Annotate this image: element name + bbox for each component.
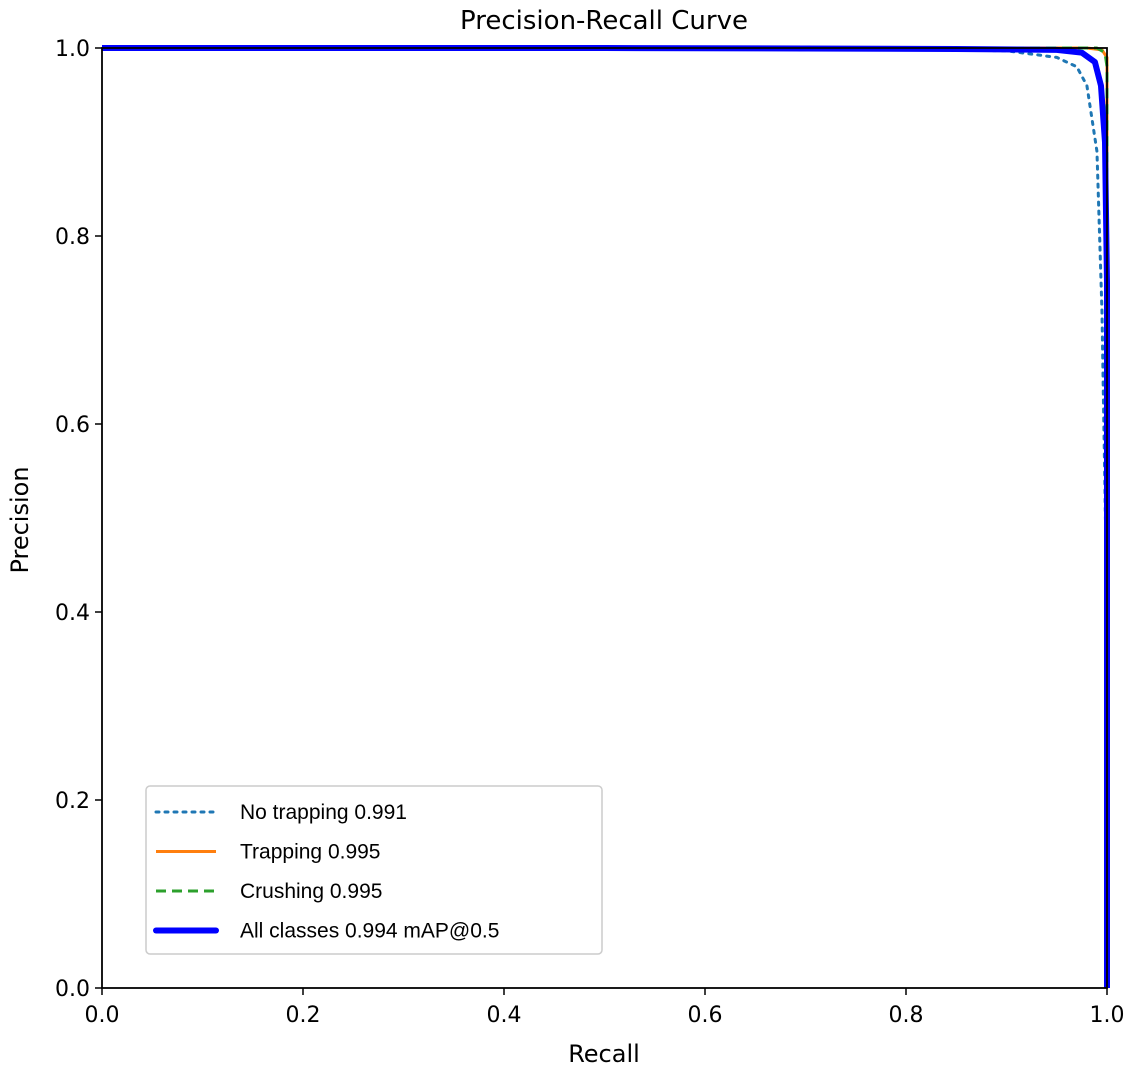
y-tick-label: 1.0 [55, 37, 90, 62]
plot-frame [101, 47, 1108, 989]
legend-label-1: Trapping 0.995 [240, 841, 381, 864]
x-tick-label: 0.0 [85, 1003, 120, 1028]
x-tick-label: 0.4 [487, 1003, 522, 1028]
y-tick-label: 0.8 [55, 225, 90, 250]
x-tick-label: 1.0 [1090, 1003, 1125, 1028]
legend: No trapping 0.991 Trapping 0.995 Crushing … [145, 785, 603, 955]
legend-box [145, 785, 603, 955]
legend-label-3: All classes 0.994 mAP@0.5 [240, 920, 499, 943]
y-tick-label: 0.6 [55, 413, 90, 438]
chart-title: Precision-Recall Curve [460, 6, 748, 36]
x-axis-title: Recall [568, 1040, 640, 1065]
y-tick-label: 0.0 [55, 977, 90, 1002]
y-tick-label: 0.2 [55, 789, 90, 814]
x-tick-label: 0.6 [688, 1003, 723, 1028]
y-axis-title: Precision [6, 466, 34, 573]
x-tick-label: 0.2 [286, 1003, 321, 1028]
legend-label-2: Crushing 0.995 [240, 880, 382, 903]
x-tick-label: 0.8 [889, 1003, 924, 1028]
y-tick-label: 0.4 [55, 601, 90, 626]
legend-label-0: No trapping 0.991 [240, 801, 407, 824]
axis-ticks: 0.0 0.2 0.4 0.6 0.8 1.0 0.0 0.2 0.4 0.6 0.8 1.0 [55, 37, 1125, 1028]
